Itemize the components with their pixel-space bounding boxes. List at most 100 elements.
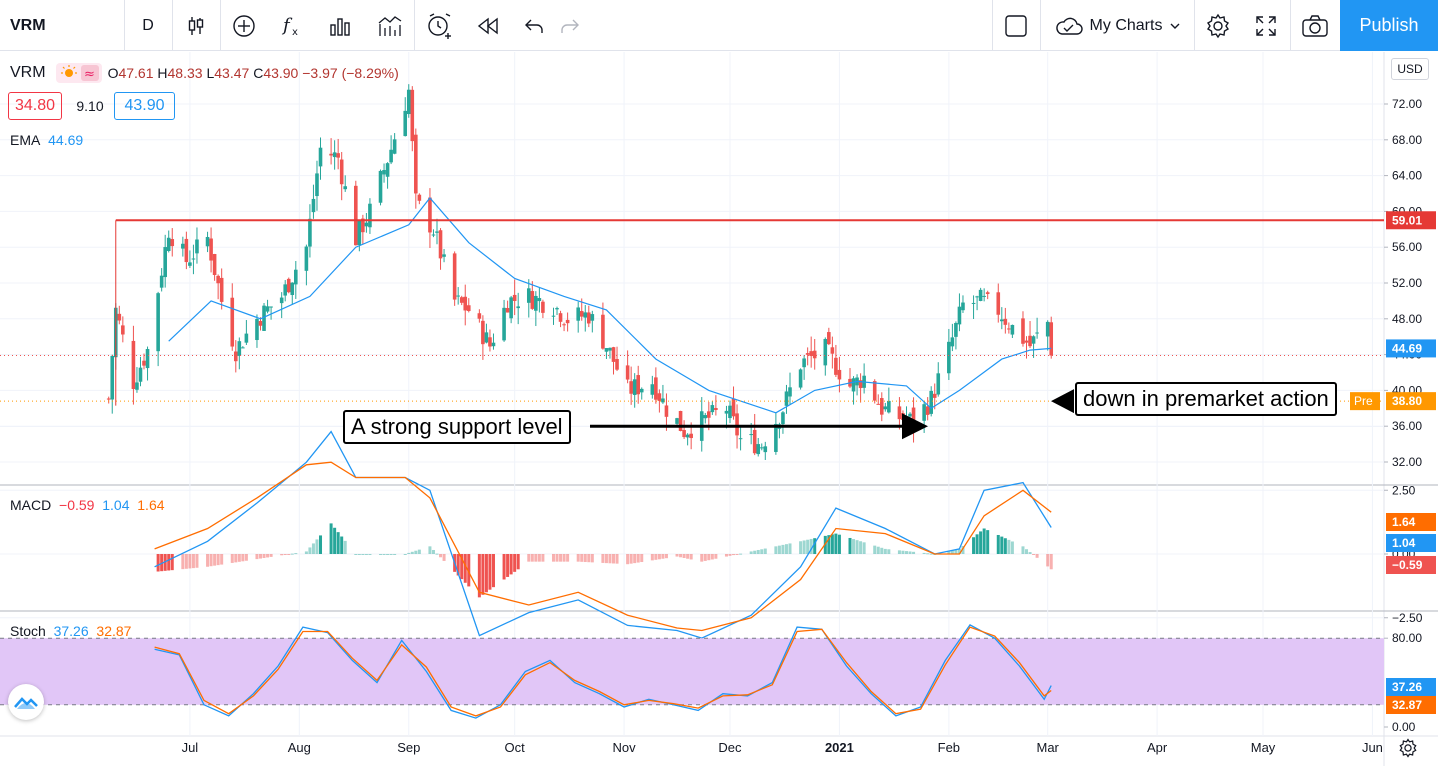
- sell-price-button[interactable]: 34.80: [8, 92, 62, 120]
- candle: [932, 383, 937, 410]
- candle-body: [417, 194, 422, 201]
- camera-icon[interactable]: [1294, 0, 1336, 51]
- macd-hist-value: −0.59: [59, 497, 95, 513]
- macd-histogram-bar: [527, 554, 531, 562]
- ema-legend[interactable]: EMA 44.69: [10, 132, 83, 148]
- compare-icon[interactable]: [370, 0, 410, 51]
- candle: [678, 410, 683, 432]
- publish-label: Publish: [1359, 15, 1419, 35]
- candle-body: [304, 246, 309, 271]
- macd-histogram-bar: [509, 554, 513, 575]
- candle-body: [209, 238, 213, 261]
- candle-body: [823, 338, 828, 366]
- macd-histogram-bar: [664, 554, 668, 559]
- macd-histogram-bar: [961, 545, 965, 554]
- macd-histogram-bar: [156, 554, 160, 572]
- support-annotation[interactable]: A strong support level: [343, 410, 571, 444]
- candle: [332, 140, 337, 170]
- macd-histogram-bar: [689, 554, 693, 560]
- macd-histogram-bar: [389, 554, 393, 555]
- candle-body: [382, 169, 386, 175]
- toolbar-divider: [172, 0, 173, 51]
- replay-icon[interactable]: [468, 0, 508, 51]
- candle: [456, 287, 460, 305]
- candle-body: [117, 313, 122, 321]
- my-charts-button[interactable]: My Charts: [1042, 0, 1194, 51]
- macd-histogram-bar: [559, 554, 563, 562]
- candle-body: [579, 311, 584, 317]
- candle: [484, 323, 489, 344]
- tradingview-logo-icon[interactable]: [8, 684, 44, 720]
- candle: [315, 160, 319, 211]
- time-axis-label: Oct: [505, 740, 526, 755]
- candle-body: [477, 313, 482, 319]
- stoch-legend[interactable]: Stoch 37.26 32.87: [10, 623, 131, 639]
- candle: [728, 400, 732, 424]
- market-status-badge[interactable]: ≈: [55, 63, 102, 83]
- candle-body: [774, 423, 778, 452]
- candle-body: [851, 378, 856, 392]
- chevron-down-icon: [1170, 23, 1180, 29]
- alert-icon[interactable]: [418, 0, 462, 51]
- macd-histogram-bar: [491, 554, 495, 588]
- candle: [876, 394, 881, 405]
- stoch-axis-label: 0.00: [1392, 720, 1416, 734]
- macd-legend[interactable]: MACD −0.59 1.04 1.64: [10, 497, 165, 513]
- redo-icon[interactable]: [550, 0, 590, 51]
- pre-tag-label: Pre: [1354, 394, 1373, 408]
- candle-body: [332, 152, 337, 158]
- premarket-annotation[interactable]: down in premarket action: [1075, 382, 1337, 416]
- candle-body: [142, 360, 146, 366]
- macd-histogram-bar: [354, 554, 358, 555]
- publish-button[interactable]: Publish: [1340, 0, 1438, 51]
- candle-body: [735, 413, 739, 436]
- macd-histogram-bar: [382, 554, 386, 555]
- price-axis-label: 72.00: [1392, 97, 1422, 111]
- candle: [1003, 307, 1008, 334]
- candle-body: [632, 379, 637, 395]
- macd-histogram-bar: [343, 540, 347, 554]
- interval-button[interactable]: D: [126, 0, 170, 51]
- candle: [406, 84, 411, 118]
- fullscreen-icon[interactable]: [1246, 0, 1286, 51]
- candle: [286, 277, 291, 294]
- macd-histogram-bar: [950, 550, 954, 554]
- pre-tag: [1350, 392, 1380, 411]
- macd-histogram-bar: [287, 554, 291, 555]
- macd-histogram-bar: [393, 554, 397, 555]
- currency-button[interactable]: USD: [1391, 58, 1429, 80]
- candles-icon[interactable]: [176, 0, 216, 51]
- macd-histogram-bar: [728, 554, 732, 556]
- price-axis-label: 56.00: [1392, 240, 1422, 254]
- candle: [526, 279, 531, 318]
- macd-axis-label: −2.50: [1392, 611, 1423, 625]
- bar-chart-icon[interactable]: [320, 0, 360, 51]
- candle: [414, 128, 418, 209]
- candle: [703, 412, 708, 424]
- candle-body: [752, 429, 757, 454]
- macd-histogram-bar: [855, 540, 859, 554]
- gear-icon[interactable]: [1398, 738, 1418, 763]
- candle: [106, 396, 111, 404]
- candle-body: [442, 254, 446, 257]
- candle: [343, 175, 348, 192]
- macd-histogram-bar: [926, 553, 930, 555]
- stoch-axis-label: 80.00: [1392, 631, 1422, 645]
- macd-value-label: −0.59: [1392, 558, 1423, 572]
- chart-canvas[interactable]: Jul Aug Sep Oct Nov Dec 2021 Feb Mar Apr May Jun 32.…: [0, 52, 1438, 766]
- symbol-search-button[interactable]: VRM: [0, 0, 124, 51]
- candle-body: [812, 350, 817, 359]
- candle-body: [922, 404, 926, 421]
- macd-histogram-bar: [590, 554, 594, 563]
- macd-histogram-bar: [361, 554, 365, 555]
- settings-icon[interactable]: [1198, 0, 1238, 51]
- layout-square-icon[interactable]: [996, 0, 1036, 51]
- buy-price-button[interactable]: 43.90: [114, 92, 175, 120]
- add-indicator-icon[interactable]: [224, 0, 264, 51]
- candle-body: [364, 222, 369, 227]
- macd-histogram-bar: [477, 554, 481, 598]
- time-axis-label: Jul: [182, 740, 199, 755]
- undo-icon[interactable]: [514, 0, 554, 51]
- macd-histogram-bar: [304, 551, 308, 554]
